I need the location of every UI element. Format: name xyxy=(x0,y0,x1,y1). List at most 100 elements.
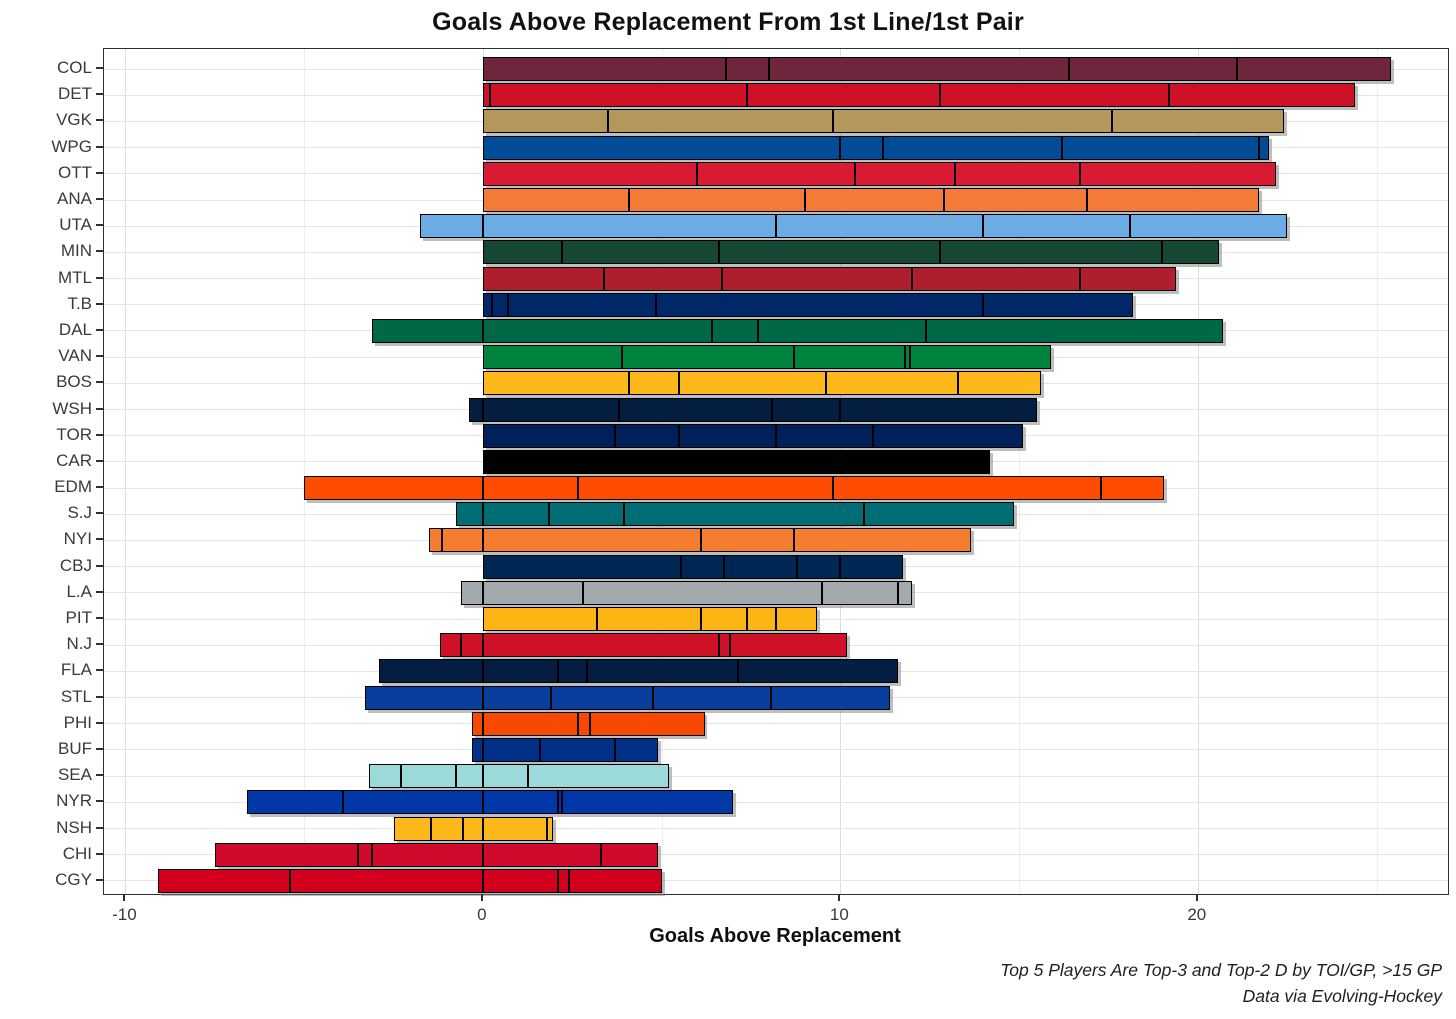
player-gar-segment-NYI xyxy=(700,528,794,553)
player-gar-segment-WPG xyxy=(1061,135,1259,160)
y-tick-mark xyxy=(96,198,103,201)
team-label-FLA: FLA xyxy=(60,660,92,680)
team-label-SEA: SEA xyxy=(57,765,92,785)
y-tick-mark xyxy=(96,459,103,462)
player-gar-segment-UTA xyxy=(420,214,483,239)
player-gar-segment-FLA xyxy=(557,659,587,684)
row-gridline xyxy=(104,723,1448,725)
team-label-S.J: S.J xyxy=(67,503,92,523)
player-gar-segment-CHI xyxy=(357,842,373,867)
player-gar-segment-NYI xyxy=(482,528,701,553)
player-gar-segment-CBJ xyxy=(797,554,841,579)
player-gar-segment-BOS xyxy=(679,371,827,396)
y-tick-mark xyxy=(96,538,103,541)
player-gar-segment-N.J xyxy=(482,633,719,658)
player-gar-segment-UTA xyxy=(1129,214,1288,239)
y-tick-mark xyxy=(96,250,103,253)
x-axis-title: Goals Above Replacement xyxy=(649,925,901,947)
player-gar-segment-S.J xyxy=(624,502,864,527)
player-gar-segment-NYR xyxy=(246,790,344,815)
player-gar-segment-SEA xyxy=(456,764,483,789)
team-label-MIN: MIN xyxy=(60,241,92,261)
y-tick-mark xyxy=(96,747,103,750)
x-tick-label: -10 xyxy=(112,905,137,924)
player-gar-segment-COL xyxy=(1069,57,1238,82)
team-label-VAN: VAN xyxy=(58,346,92,366)
player-gar-segment-NYI xyxy=(441,528,483,553)
y-tick-mark xyxy=(96,617,103,620)
player-gar-segment-FLA xyxy=(738,659,898,684)
player-gar-segment-T.B xyxy=(656,292,984,317)
y-tick-mark xyxy=(96,407,103,410)
y-tick-mark xyxy=(96,93,103,96)
team-label-NYR: NYR xyxy=(56,791,92,811)
y-tick-mark xyxy=(96,669,103,672)
minor-gridline xyxy=(1019,49,1021,894)
player-gar-segment-CGY xyxy=(557,868,569,893)
team-label-OTT: OTT xyxy=(58,162,92,182)
y-tick-mark xyxy=(96,171,103,174)
y-tick-mark xyxy=(96,800,103,803)
player-gar-segment-T.B xyxy=(507,292,657,317)
team-label-T.B: T.B xyxy=(67,293,92,313)
player-gar-segment-BOS xyxy=(826,371,959,396)
player-gar-segment-CGY xyxy=(568,868,662,893)
player-gar-segment-EDM xyxy=(482,476,578,501)
player-gar-segment-COL xyxy=(725,57,769,82)
player-gar-segment-CHI xyxy=(482,842,601,867)
player-gar-segment-T.B xyxy=(482,292,492,317)
player-gar-segment-NSH xyxy=(482,816,548,841)
player-gar-segment-TOR xyxy=(776,423,873,448)
player-gar-segment-FLA xyxy=(586,659,739,684)
team-label-BOS: BOS xyxy=(56,372,92,392)
player-gar-segment-DAL xyxy=(711,318,759,343)
x-tick-label: 20 xyxy=(1187,905,1207,924)
player-gar-segment-DET xyxy=(1169,83,1356,108)
player-gar-segment-ANA xyxy=(629,188,805,213)
y-tick-mark xyxy=(96,145,103,148)
player-gar-segment-PHI xyxy=(590,711,705,736)
player-gar-segment-CHI xyxy=(600,842,659,867)
player-gar-segment-UTA xyxy=(482,214,776,239)
player-gar-segment-PHI xyxy=(577,711,591,736)
minor-gridline xyxy=(1376,49,1378,894)
player-gar-segment-DAL xyxy=(926,318,1223,343)
player-gar-segment-ANA xyxy=(482,188,630,213)
team-label-BUF: BUF xyxy=(58,738,92,758)
player-gar-segment-PIT xyxy=(747,607,776,632)
player-gar-segment-VAN xyxy=(793,345,905,370)
player-gar-segment-TOR xyxy=(872,423,1023,448)
player-gar-segment-VGK xyxy=(1112,109,1284,134)
player-gar-segment-S.J xyxy=(863,502,1014,527)
player-gar-segment-UTA xyxy=(776,214,984,239)
player-gar-segment-NYR xyxy=(561,790,734,815)
team-label-CAR: CAR xyxy=(56,450,92,470)
player-gar-segment-WSH xyxy=(482,397,619,422)
x-tick-label: 10 xyxy=(829,905,849,924)
team-label-DET: DET xyxy=(58,84,92,104)
y-tick-mark xyxy=(96,276,103,279)
player-gar-segment-L.A xyxy=(897,580,912,605)
player-gar-segment-STL xyxy=(364,685,483,710)
team-label-NYI: NYI xyxy=(63,529,92,549)
major-gridline xyxy=(1197,49,1199,894)
player-gar-segment-CGY xyxy=(157,868,290,893)
player-gar-segment-S.J xyxy=(456,502,483,527)
player-gar-segment-PIT xyxy=(597,607,701,632)
y-tick-mark xyxy=(96,878,103,881)
player-gar-segment-PHI xyxy=(472,711,483,736)
player-gar-segment-VAN xyxy=(482,345,623,370)
player-gar-segment-WPG xyxy=(883,135,1062,160)
player-gar-segment-MIN xyxy=(940,240,1163,265)
x-tick-mark xyxy=(480,894,483,901)
row-gridline xyxy=(104,749,1448,751)
player-gar-segment-DAL xyxy=(482,318,712,343)
team-label-EDM: EDM xyxy=(54,477,92,497)
row-gridline xyxy=(104,828,1448,830)
player-gar-segment-ANA xyxy=(944,188,1087,213)
player-gar-segment-BOS xyxy=(958,371,1041,396)
row-gridline xyxy=(104,775,1448,777)
team-label-TOR: TOR xyxy=(56,424,92,444)
player-gar-segment-L.A xyxy=(461,580,483,605)
player-gar-segment-PIT xyxy=(776,607,818,632)
